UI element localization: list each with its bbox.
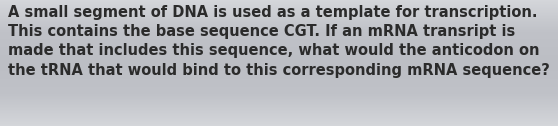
Text: A small segment of DNA is used as a template for transcription.
This contains th: A small segment of DNA is used as a temp…	[8, 5, 550, 78]
